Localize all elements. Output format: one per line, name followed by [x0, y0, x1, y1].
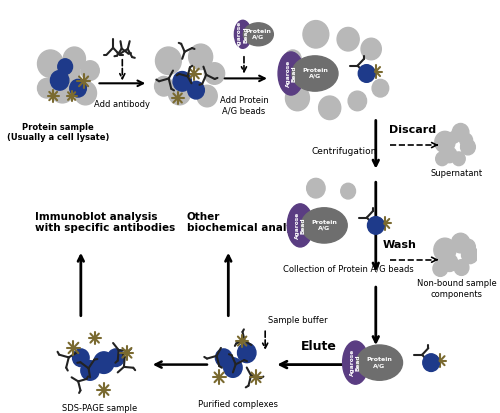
Ellipse shape	[356, 345, 403, 380]
Circle shape	[434, 238, 456, 262]
Circle shape	[318, 96, 341, 120]
Circle shape	[238, 343, 256, 363]
Circle shape	[72, 347, 74, 349]
Text: Elute: Elute	[300, 340, 336, 353]
Circle shape	[460, 139, 475, 155]
Circle shape	[176, 97, 178, 99]
Circle shape	[368, 216, 384, 234]
Circle shape	[173, 71, 192, 91]
Text: Other
biochemical analysis: Other biochemical analysis	[187, 211, 309, 233]
Circle shape	[348, 91, 366, 111]
Ellipse shape	[292, 56, 338, 91]
Circle shape	[52, 95, 54, 97]
Circle shape	[94, 337, 96, 339]
Circle shape	[439, 360, 442, 362]
Circle shape	[452, 152, 465, 166]
Ellipse shape	[301, 208, 347, 243]
Circle shape	[218, 376, 220, 379]
Text: Agarose
Bead: Agarose Bead	[238, 21, 248, 48]
Ellipse shape	[288, 204, 313, 247]
Text: Non-bound sample
components: Non-bound sample components	[417, 279, 497, 299]
Text: Wash: Wash	[383, 240, 417, 250]
Ellipse shape	[234, 20, 251, 48]
Circle shape	[50, 71, 69, 90]
Circle shape	[50, 77, 74, 103]
Circle shape	[108, 349, 124, 367]
Circle shape	[441, 254, 458, 271]
Circle shape	[197, 85, 217, 107]
Circle shape	[436, 152, 448, 166]
Text: Purified complexes: Purified complexes	[198, 400, 278, 409]
Text: Protein
A/G: Protein A/G	[311, 220, 337, 231]
Circle shape	[241, 340, 243, 342]
Circle shape	[58, 59, 72, 74]
Circle shape	[361, 38, 382, 60]
Circle shape	[358, 65, 375, 82]
Circle shape	[303, 21, 329, 48]
Circle shape	[216, 349, 232, 367]
Circle shape	[188, 44, 212, 69]
Circle shape	[452, 123, 469, 141]
Text: Protein
A/G: Protein A/G	[366, 357, 392, 368]
Circle shape	[72, 349, 89, 367]
Circle shape	[38, 78, 56, 98]
Circle shape	[168, 81, 190, 105]
Circle shape	[442, 147, 457, 163]
Circle shape	[204, 63, 225, 84]
Circle shape	[188, 81, 204, 99]
Circle shape	[286, 85, 310, 111]
Text: Discard: Discard	[389, 125, 436, 135]
Circle shape	[82, 80, 85, 83]
Circle shape	[224, 358, 242, 377]
Text: Protein
A/G: Protein A/G	[246, 29, 272, 40]
Circle shape	[454, 260, 469, 275]
Circle shape	[126, 351, 128, 354]
Circle shape	[448, 131, 460, 143]
Circle shape	[341, 183, 355, 199]
Text: Protein sample
(Usually a cell lysate): Protein sample (Usually a cell lysate)	[6, 123, 109, 142]
Circle shape	[460, 133, 472, 147]
Circle shape	[372, 79, 388, 97]
Text: Add antibody: Add antibody	[94, 100, 150, 109]
Circle shape	[306, 178, 325, 198]
Circle shape	[64, 47, 86, 71]
Circle shape	[337, 27, 359, 51]
Circle shape	[452, 233, 470, 253]
Ellipse shape	[244, 23, 274, 46]
Circle shape	[74, 81, 96, 105]
Text: Sample buffer: Sample buffer	[268, 316, 328, 325]
Circle shape	[374, 70, 377, 73]
Circle shape	[154, 76, 173, 96]
Circle shape	[102, 389, 105, 391]
Text: Collection of Protein A/G beads: Collection of Protein A/G beads	[283, 265, 414, 274]
Circle shape	[81, 61, 100, 81]
Circle shape	[435, 131, 455, 153]
Text: Immunoblot analysis
with specific antibodies: Immunoblot analysis with specific antibo…	[34, 211, 175, 233]
Circle shape	[460, 239, 475, 255]
Circle shape	[423, 354, 440, 371]
Ellipse shape	[278, 52, 304, 95]
Text: Supernatant: Supernatant	[431, 169, 483, 178]
Circle shape	[255, 376, 257, 379]
Circle shape	[81, 361, 100, 380]
Circle shape	[94, 352, 114, 373]
Circle shape	[193, 72, 196, 75]
Circle shape	[384, 222, 386, 225]
Text: Agarose
Bead: Agarose Bead	[295, 212, 306, 239]
Circle shape	[156, 47, 182, 74]
Circle shape	[284, 50, 301, 68]
Circle shape	[433, 261, 448, 276]
Ellipse shape	[342, 341, 368, 384]
Text: Add Protein
A/G beads: Add Protein A/G beads	[220, 96, 268, 116]
Text: Agarose
Bead: Agarose Bead	[286, 60, 296, 87]
Text: SDS-PAGE sample: SDS-PAGE sample	[62, 404, 137, 413]
Text: Agarose
Bead: Agarose Bead	[350, 349, 361, 376]
Circle shape	[462, 246, 478, 263]
Text: Centrifugation: Centrifugation	[312, 147, 376, 157]
Circle shape	[38, 50, 64, 77]
Circle shape	[70, 79, 86, 97]
Circle shape	[64, 65, 80, 82]
Text: Protein
A/G: Protein A/G	[302, 68, 328, 79]
Circle shape	[70, 95, 72, 97]
